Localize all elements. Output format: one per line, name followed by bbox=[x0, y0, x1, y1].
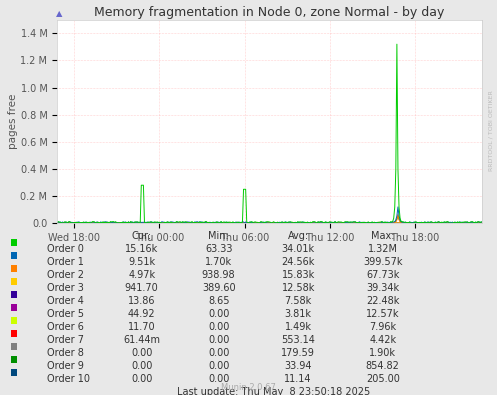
Text: Order 9: Order 9 bbox=[47, 361, 84, 371]
Text: 15.16k: 15.16k bbox=[125, 244, 158, 254]
Text: 61.44m: 61.44m bbox=[123, 335, 160, 345]
Text: 24.56k: 24.56k bbox=[281, 257, 315, 267]
Text: 0.00: 0.00 bbox=[131, 348, 153, 358]
Text: Order 8: Order 8 bbox=[47, 348, 84, 358]
Text: Max:: Max: bbox=[371, 231, 395, 241]
Text: 553.14: 553.14 bbox=[281, 335, 315, 345]
Text: 1.32M: 1.32M bbox=[368, 244, 398, 254]
Text: 39.34k: 39.34k bbox=[366, 283, 399, 293]
Text: 67.73k: 67.73k bbox=[366, 270, 400, 280]
Text: Avg:: Avg: bbox=[288, 231, 309, 241]
Text: 938.98: 938.98 bbox=[202, 270, 236, 280]
Text: Order 4: Order 4 bbox=[47, 296, 84, 306]
Text: 9.51k: 9.51k bbox=[128, 257, 155, 267]
Text: 34.01k: 34.01k bbox=[282, 244, 315, 254]
Text: RRDTOOL / TOBI OETIKER: RRDTOOL / TOBI OETIKER bbox=[489, 90, 494, 171]
Text: 854.82: 854.82 bbox=[366, 361, 400, 371]
Text: Order 5: Order 5 bbox=[47, 309, 84, 319]
Text: 0.00: 0.00 bbox=[131, 361, 153, 371]
Text: 11.14: 11.14 bbox=[284, 374, 312, 384]
Text: 13.86: 13.86 bbox=[128, 296, 156, 306]
Text: 63.33: 63.33 bbox=[205, 244, 233, 254]
Text: 8.65: 8.65 bbox=[208, 296, 230, 306]
Text: 0.00: 0.00 bbox=[208, 309, 230, 319]
Text: 0.00: 0.00 bbox=[208, 335, 230, 345]
Text: Order 0: Order 0 bbox=[47, 244, 84, 254]
Text: 44.92: 44.92 bbox=[128, 309, 156, 319]
Text: 4.97k: 4.97k bbox=[128, 270, 155, 280]
Text: 0.00: 0.00 bbox=[208, 361, 230, 371]
Text: ▲: ▲ bbox=[56, 9, 62, 18]
Text: 22.48k: 22.48k bbox=[366, 296, 400, 306]
Text: 1.90k: 1.90k bbox=[369, 348, 396, 358]
Text: 11.70: 11.70 bbox=[128, 322, 156, 332]
Text: Order 1: Order 1 bbox=[47, 257, 84, 267]
Text: 12.57k: 12.57k bbox=[366, 309, 400, 319]
Text: 0.00: 0.00 bbox=[208, 348, 230, 358]
Y-axis label: pages free: pages free bbox=[7, 94, 18, 149]
Text: Order 2: Order 2 bbox=[47, 270, 84, 280]
Text: 941.70: 941.70 bbox=[125, 283, 159, 293]
Text: 4.42k: 4.42k bbox=[369, 335, 396, 345]
Text: Order 3: Order 3 bbox=[47, 283, 84, 293]
Text: 7.58k: 7.58k bbox=[285, 296, 312, 306]
Text: 12.58k: 12.58k bbox=[281, 283, 315, 293]
Text: 0.00: 0.00 bbox=[208, 322, 230, 332]
Title: Memory fragmentation in Node 0, zone Normal - by day: Memory fragmentation in Node 0, zone Nor… bbox=[94, 6, 445, 19]
Text: 0.00: 0.00 bbox=[131, 374, 153, 384]
Text: 1.49k: 1.49k bbox=[285, 322, 312, 332]
Text: Order 6: Order 6 bbox=[47, 322, 84, 332]
Text: 15.83k: 15.83k bbox=[282, 270, 315, 280]
Text: Order 7: Order 7 bbox=[47, 335, 84, 345]
Text: 33.94: 33.94 bbox=[284, 361, 312, 371]
Text: Last update: Thu May  8 23:50:18 2025: Last update: Thu May 8 23:50:18 2025 bbox=[177, 387, 370, 395]
Text: 389.60: 389.60 bbox=[202, 283, 236, 293]
Text: 179.59: 179.59 bbox=[281, 348, 315, 358]
Text: 1.70k: 1.70k bbox=[205, 257, 232, 267]
Text: Order 10: Order 10 bbox=[47, 374, 90, 384]
Text: 205.00: 205.00 bbox=[366, 374, 400, 384]
Text: 3.81k: 3.81k bbox=[285, 309, 312, 319]
Text: Min:: Min: bbox=[208, 231, 229, 241]
Text: 0.00: 0.00 bbox=[208, 374, 230, 384]
Text: 399.57k: 399.57k bbox=[363, 257, 403, 267]
Text: Cur:: Cur: bbox=[132, 231, 152, 241]
Text: Munin 2.0.67: Munin 2.0.67 bbox=[221, 383, 276, 392]
Text: 7.96k: 7.96k bbox=[369, 322, 396, 332]
